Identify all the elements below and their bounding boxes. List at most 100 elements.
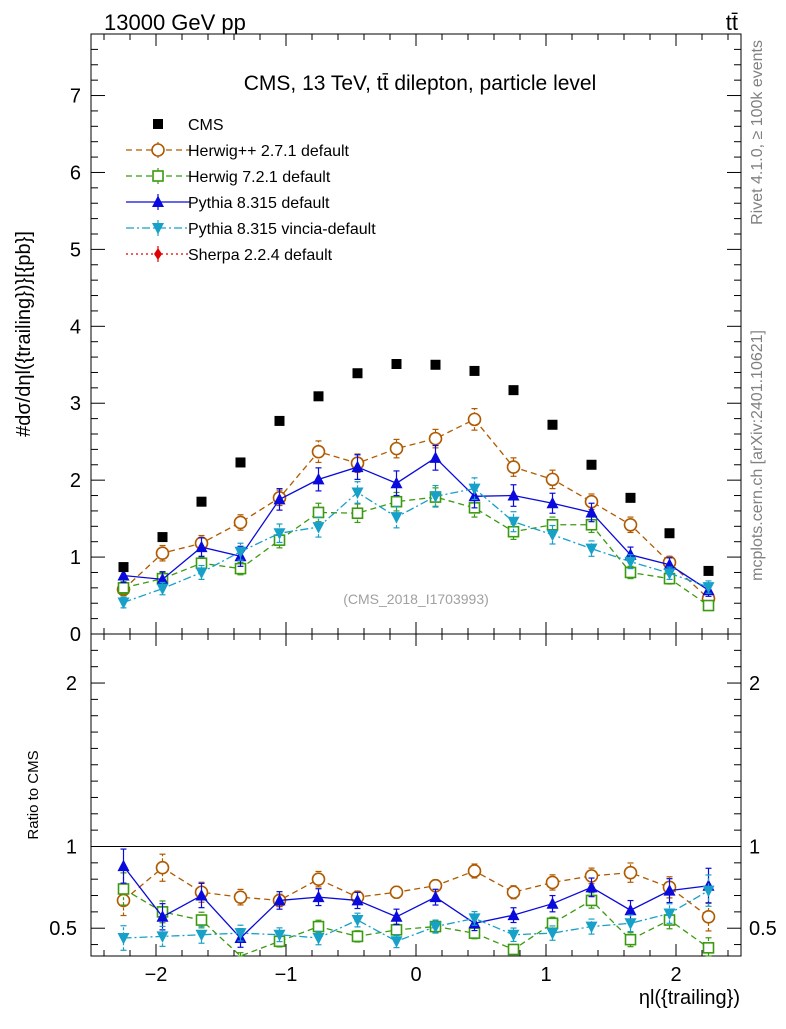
data-point-main-cms: [157, 532, 168, 543]
data-point-main-pythia-8-315-vincia-default: [117, 597, 130, 609]
series-line-main-herwig-7-2-1-default: [123, 496, 709, 607]
legend-marker-herwig-7-2-1-default: [152, 170, 164, 182]
legend-marker-herwig-2-7-1-default: [151, 143, 165, 157]
series-line-ratio-pythia-8-315-vincia-default: [123, 890, 709, 943]
data-point-main-herwig-7-2-1-default: [117, 582, 130, 594]
data-point-main-cms: [469, 365, 480, 376]
mcplots-site-label: mcplots.cern.ch [arXiv:2401.10621]: [749, 330, 766, 581]
data-point-main-pythia-8-315-vincia-default: [702, 582, 715, 594]
x-axis-label: ηl({trailing}): [639, 987, 740, 1009]
data-point-main-herwig-7-2-1-default: [702, 599, 715, 612]
data-point-main-herwig-2-7-1-default: [623, 517, 638, 532]
data-point-ratio-pythia-8-315-default: [546, 897, 559, 909]
data-point-main-cms: [586, 459, 597, 470]
data-point-ratio-pythia-8-315-vincia-default: [507, 929, 520, 942]
data-point-ratio-pythia-8-315-vincia-default: [429, 921, 442, 934]
data-point-main-cms: [508, 385, 519, 396]
data-point-ratio-pythia-8-315-vincia-default: [624, 918, 637, 930]
data-point-ratio-pythia-8-315-vincia-default: [702, 885, 715, 898]
data-point-main-pythia-8-315-vincia-default: [156, 583, 169, 596]
legend-label-pythia-8-315-default: Pythia 8.315 default: [188, 195, 330, 212]
data-point-main-pythia-8-315-default: [312, 472, 325, 485]
y-tick-label-main: 4: [70, 316, 81, 338]
series-line-main-herwig-2-7-1-default: [123, 418, 709, 600]
chart-title: CMS, 13 TeV, tt̄ dilepton, particle leve…: [244, 72, 597, 95]
data-point-main-herwig-7-2-1-default: [390, 495, 403, 508]
y-tick-label-ratio: 0.5: [49, 918, 77, 940]
data-point-ratio-herwig-7-2-1-default: [507, 943, 520, 956]
data-point-ratio-pythia-8-315-vincia-default: [117, 933, 130, 945]
data-point-ratio-pythia-8-315-vincia-default: [351, 915, 364, 927]
data-point-main-cms: [352, 368, 363, 379]
data-point-ratio-herwig-7-2-1-default: [351, 930, 364, 943]
data-point-ratio-herwig-2-7-1-default: [545, 875, 560, 890]
data-point-main-pythia-8-315-vincia-default: [429, 491, 442, 503]
data-point-main-pythia-8-315-default: [507, 489, 520, 501]
data-point-ratio-pythia-8-315-vincia-default: [312, 933, 325, 945]
rivet-version-label: Rivet 4.1.0, ≥ 100k events: [749, 40, 766, 225]
data-point-main-pythia-8-315-vincia-default: [273, 528, 286, 540]
data-point-main-pythia-8-315-default: [429, 451, 442, 463]
y-tick-label-main: 5: [70, 239, 81, 261]
y-tick-label-ratio-right: 0.5: [749, 918, 777, 940]
y-tick-label-main: 2: [70, 470, 81, 492]
legend-marker-sherpa-2-2-4-default: [154, 248, 162, 260]
data-point-main-cms: [196, 496, 207, 507]
y-tick-label-ratio-right: 2: [749, 673, 760, 695]
data-point-main-pythia-8-315-vincia-default: [546, 529, 559, 542]
data-point-ratio-pythia-8-315-vincia-default: [468, 913, 481, 925]
data-point-ratio-pythia-8-315-default: [195, 889, 208, 901]
data-point-ratio-pythia-8-315-default: [351, 893, 364, 906]
data-point-ratio-herwig-7-2-1-default: [624, 933, 637, 946]
data-point-ratio-herwig-2-7-1-default: [467, 864, 482, 878]
series-line-ratio-herwig-7-2-1-default: [123, 888, 709, 957]
data-point-main-pythia-8-315-default: [390, 476, 403, 489]
x-tick-label: −1: [275, 964, 298, 986]
data-point-main-pythia-8-315-default: [585, 505, 598, 518]
x-tick-label: −2: [145, 964, 168, 986]
data-point-ratio-pythia-8-315-default: [390, 910, 403, 922]
y-tick-label-main: 1: [70, 547, 81, 569]
data-point-ratio-pythia-8-315-vincia-default: [195, 929, 208, 942]
series-line-main-pythia-8-315-vincia-default: [123, 487, 709, 604]
data-point-ratio-herwig-2-7-1-default: [701, 909, 716, 924]
data-point-ratio-herwig-2-7-1-default: [155, 860, 170, 875]
data-point-main-pythia-8-315-vincia-default: [624, 556, 637, 569]
data-point-main-cms: [235, 457, 246, 468]
series-line-ratio-pythia-8-315-default: [122, 865, 709, 939]
y-tick-label-main: 6: [70, 162, 81, 184]
data-point-ratio-herwig-7-2-1-default: [546, 917, 559, 930]
data-point-main-cms: [664, 528, 675, 539]
data-point-main-herwig-2-7-1-default: [467, 412, 482, 427]
data-point-main-pythia-8-315-vincia-default: [663, 568, 676, 580]
analysis-watermark: (CMS_2018_I1703993): [343, 591, 489, 607]
data-point-ratio-pythia-8-315-vincia-default: [546, 928, 559, 940]
data-point-ratio-pythia-8-315-vincia-default: [156, 931, 169, 943]
data-point-main-pythia-8-315-vincia-default: [468, 483, 481, 496]
data-point-ratio-pythia-8-315-vincia-default: [234, 928, 247, 940]
data-point-ratio-pythia-8-315-vincia-default: [273, 929, 286, 942]
data-point-ratio-pythia-8-315-default: [156, 910, 169, 922]
data-point-ratio-pythia-8-315-vincia-default: [390, 936, 403, 948]
data-point-main-herwig-7-2-1-default: [351, 507, 364, 520]
x-tick-label: 1: [540, 964, 551, 986]
data-point-ratio-pythia-8-315-default: [117, 859, 130, 872]
data-point-main-pythia-8-315-vincia-default: [312, 522, 325, 534]
data-point-ratio-herwig-7-2-1-default: [117, 883, 130, 895]
data-point-main-pythia-8-315-vincia-default: [234, 546, 247, 559]
data-point-ratio-pythia-8-315-default: [429, 890, 442, 903]
legend-label-herwig-2-7-1-default: Herwig++ 2.7.1 default: [188, 143, 350, 160]
data-point-main-pythia-8-315-vincia-default: [195, 567, 208, 579]
data-point-ratio-herwig-2-7-1-default: [311, 872, 326, 886]
data-point-main-cms: [118, 562, 129, 573]
data-point-ratio-pythia-8-315-default: [312, 890, 325, 903]
data-point-main-pythia-8-315-default: [351, 460, 364, 473]
y-tick-label-ratio: 2: [66, 673, 77, 695]
y-tick-label-ratio-right: 1: [749, 836, 760, 858]
data-point-main-pythia-8-315-default: [273, 492, 286, 505]
data-point-ratio-pythia-8-315-default: [585, 880, 598, 893]
data-point-ratio-herwig-7-2-1-default: [390, 924, 403, 936]
data-point-ratio-pythia-8-315-default: [624, 903, 637, 916]
process-label: tt̄: [726, 10, 738, 35]
data-point-ratio-herwig-2-7-1-default: [389, 885, 404, 900]
